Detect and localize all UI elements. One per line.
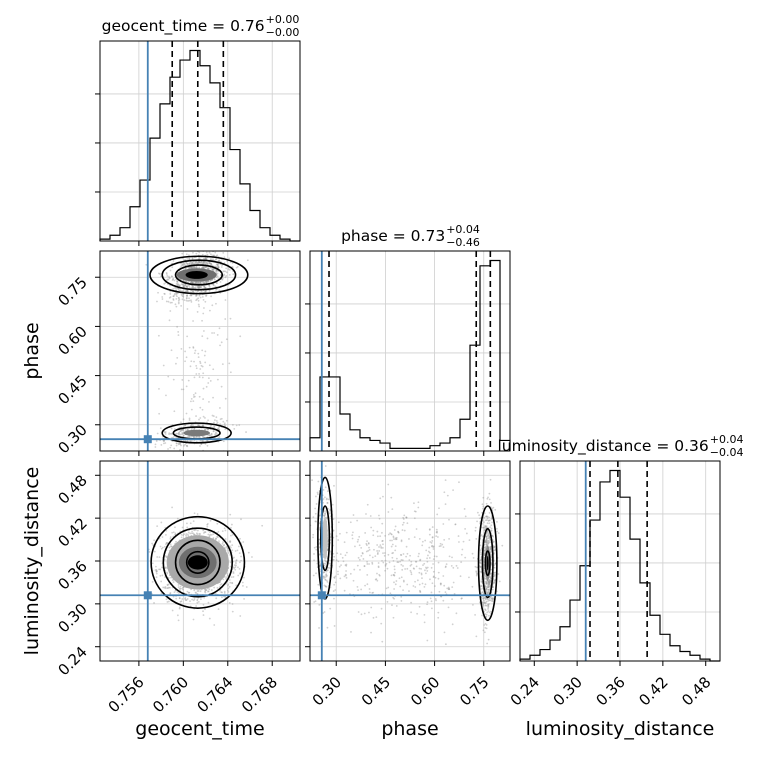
title-minus-error: −0.04 — [710, 446, 744, 459]
contour-line — [161, 259, 237, 291]
y-axis-label-phase: phase — [21, 322, 43, 379]
y-tick-label: 0.60 — [54, 323, 90, 359]
x-tick-label: 0.768 — [238, 673, 281, 716]
y-tick-label: 0.24 — [54, 643, 90, 679]
x-tick-label: 0.42 — [635, 673, 671, 709]
x-tick-label: 0.30 — [309, 673, 345, 709]
title-text: phase = 0.73 — [341, 227, 445, 245]
x-tick-label: 0.30 — [550, 673, 586, 709]
title-text: geocent_time = 0.76 — [102, 17, 265, 36]
y-tick-label: 0.42 — [54, 514, 90, 550]
truth-marker — [143, 591, 152, 600]
panel-frame — [99, 40, 301, 242]
title-plus-error: +0.04 — [710, 433, 744, 446]
x-axis-label-phase: phase — [381, 718, 438, 740]
x-tick-label: 0.48 — [678, 673, 714, 709]
density-core — [149, 255, 249, 444]
x-tick-label: 0.75 — [456, 673, 492, 709]
histogram-phase — [309, 259, 511, 451]
title-plus-error: +0.00 — [266, 13, 300, 26]
contour-line — [481, 528, 494, 599]
x-tick-label: 0.45 — [358, 673, 394, 709]
contour-line — [320, 505, 331, 572]
title-geocent_time: geocent_time = 0.76 +0.00−0.00 — [102, 13, 300, 39]
title-phase: phase = 0.73 +0.04−0.46 — [341, 223, 480, 249]
x-axis-label-geocent_time: geocent_time — [135, 718, 264, 740]
x-tick-label: 0.756 — [105, 673, 148, 716]
truth-marker — [143, 435, 152, 444]
panel-frame — [309, 250, 511, 452]
truth-marker — [317, 591, 326, 600]
contour-line — [484, 550, 491, 577]
contour-line — [174, 539, 221, 586]
y-tick-label: 0.75 — [54, 273, 90, 309]
contour-line — [149, 255, 249, 295]
title-minus-error: −0.46 — [446, 236, 480, 249]
contour-line — [174, 264, 224, 286]
x-tick-label: 0.24 — [507, 673, 543, 709]
contour-line — [161, 422, 232, 444]
x-tick-label: 0.60 — [407, 673, 443, 709]
y-axis-label-luminosity_distance: luminosity_distance — [21, 467, 43, 656]
contour-line — [150, 515, 246, 609]
y-tick-label: 0.48 — [54, 471, 90, 507]
density-core — [317, 476, 498, 622]
contour-line — [185, 550, 210, 574]
y-tick-label: 0.30 — [54, 421, 90, 457]
x-axis-label-luminosity_distance: luminosity_distance — [526, 718, 715, 740]
contour-line — [162, 527, 234, 598]
x-tick-label: 0.760 — [149, 673, 192, 716]
x-tick-label: 0.764 — [194, 673, 237, 716]
contour-line — [477, 505, 498, 622]
histogram-luminosity_distance — [519, 469, 720, 662]
title-luminosity_distance: luminosity_distance = 0.36 +0.04−0.04 — [498, 433, 744, 459]
panel-frame — [99, 250, 301, 452]
y-tick-label: 0.45 — [54, 372, 90, 408]
x-tick-label: 0.36 — [592, 673, 628, 709]
title-minus-error: −0.00 — [266, 26, 300, 39]
histogram-geocent_time — [99, 49, 300, 242]
density-core — [150, 515, 246, 609]
title-text: luminosity_distance = 0.36 — [498, 437, 709, 456]
y-tick-label: 0.30 — [54, 600, 90, 636]
title-plus-error: +0.04 — [446, 223, 480, 236]
y-tick-label: 0.36 — [54, 557, 90, 593]
